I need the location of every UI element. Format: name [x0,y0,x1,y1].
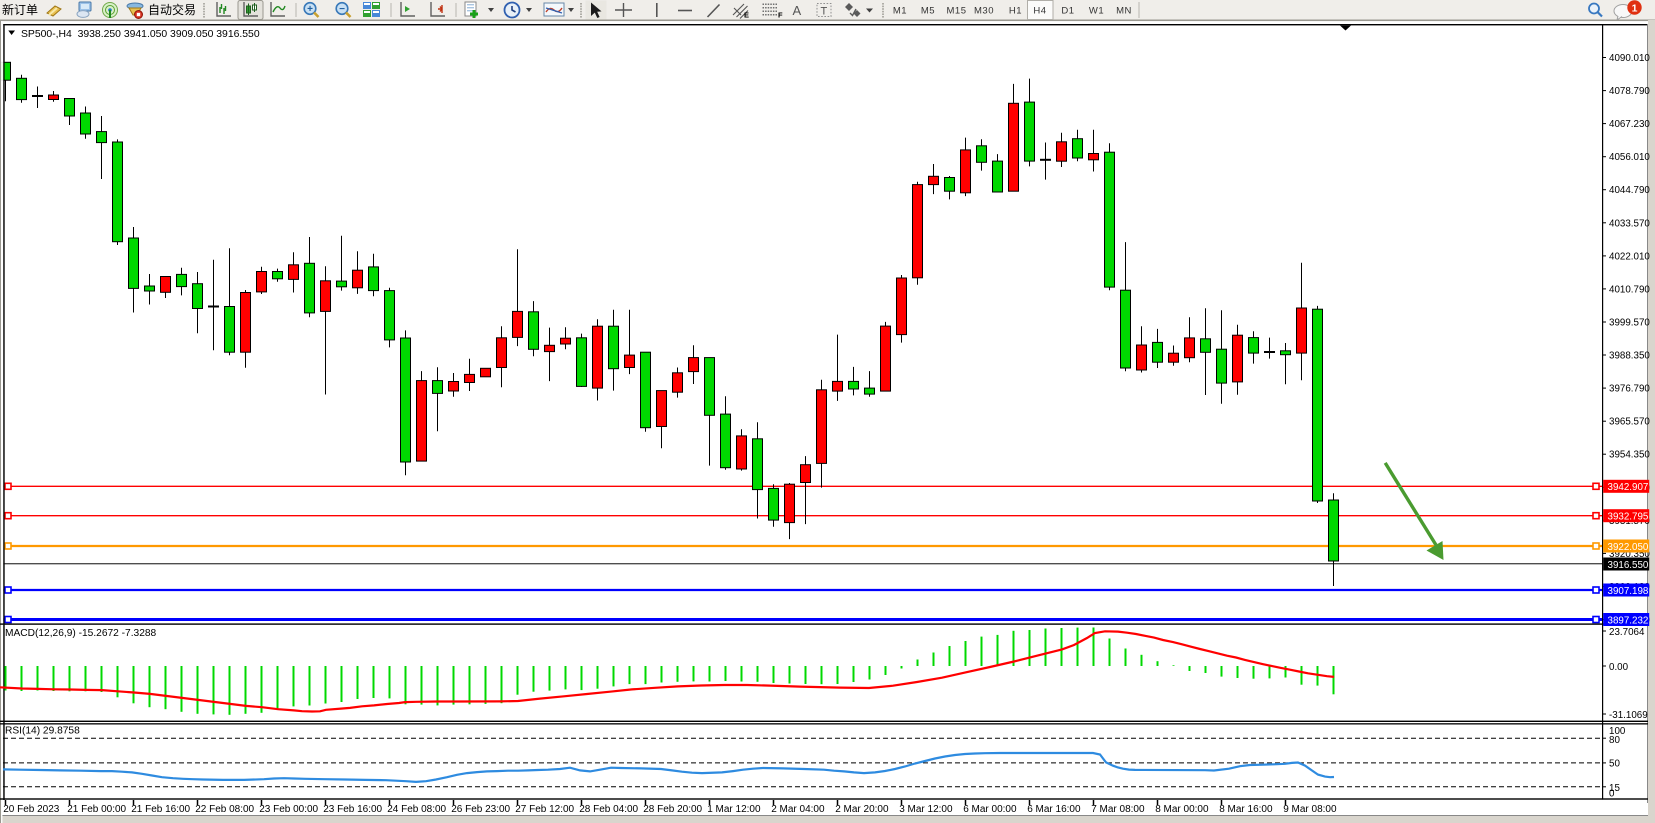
svg-text:3907.198: 3907.198 [1608,586,1649,597]
svg-text:28 Feb 20:00: 28 Feb 20:00 [643,804,702,815]
svg-text:3965.570: 3965.570 [1609,417,1650,428]
svg-text:3920.350: 3920.350 [1609,549,1650,560]
svg-text:MACD(12,26,9) -15.2672 -7.3288: MACD(12,26,9) -15.2672 -7.3288 [5,628,157,639]
svg-text:21 Feb 16:00: 21 Feb 16:00 [131,804,190,815]
svg-text:27 Feb 12:00: 27 Feb 12:00 [515,804,574,815]
svg-text:100: 100 [1609,726,1626,737]
svg-text:+: + [307,4,313,15]
svg-text:8 Mar 16:00: 8 Mar 16:00 [1219,804,1273,815]
svg-text:3897.232: 3897.232 [1608,615,1649,626]
svg-text:D1: D1 [1061,6,1074,17]
svg-text:H4: H4 [1033,6,1046,17]
svg-text:0.00: 0.00 [1609,662,1629,673]
svg-text:23 Feb 16:00: 23 Feb 16:00 [323,804,382,815]
svg-text:M5: M5 [921,6,935,17]
svg-text:新订单: 新订单 [2,2,38,17]
svg-text:3916.550: 3916.550 [1608,560,1649,571]
svg-text:1: 1 [1632,3,1638,15]
svg-text:20 Feb 2023: 20 Feb 2023 [3,804,60,815]
svg-text:−: − [339,4,345,15]
svg-text:4010.790: 4010.790 [1609,284,1650,295]
svg-text:9 Mar 08:00: 9 Mar 08:00 [1283,804,1337,815]
svg-text:自动交易: 自动交易 [148,2,196,17]
svg-text:0: 0 [1609,789,1615,800]
svg-text:4090.010: 4090.010 [1609,53,1650,64]
svg-text:3922.050: 3922.050 [1608,542,1649,553]
svg-text:3 Mar 12:00: 3 Mar 12:00 [899,804,953,815]
svg-text:3999.570: 3999.570 [1609,318,1650,329]
svg-text:SP500-,H4 3938.250 3941.050 3: SP500-,H4 3938.250 3941.050 3909.050 391… [21,29,260,40]
svg-text:3988.350: 3988.350 [1609,351,1650,362]
svg-text:26 Feb 23:00: 26 Feb 23:00 [451,804,510,815]
svg-text:28 Feb 04:00: 28 Feb 04:00 [579,804,638,815]
svg-text:2 Mar 20:00: 2 Mar 20:00 [835,804,889,815]
svg-text:15: 15 [1609,783,1620,794]
svg-text:F: F [778,11,783,20]
svg-text:24 Feb 08:00: 24 Feb 08:00 [387,804,446,815]
svg-text:T: T [821,6,828,18]
svg-text:4056.010: 4056.010 [1609,152,1650,163]
svg-text:M1: M1 [893,6,907,17]
svg-text:A: A [793,3,802,18]
svg-text:M30: M30 [974,6,994,17]
svg-text:50: 50 [1609,759,1620,770]
svg-text:4033.570: 4033.570 [1609,218,1650,229]
svg-text:22 Feb 08:00: 22 Feb 08:00 [195,804,254,815]
svg-text:6 Mar 16:00: 6 Mar 16:00 [1027,804,1081,815]
svg-text:4067.230: 4067.230 [1609,119,1650,130]
svg-text:3942.907: 3942.907 [1608,482,1649,493]
svg-text:H1: H1 [1009,6,1022,17]
svg-text:E: E [744,11,749,20]
svg-text:23 Feb 00:00: 23 Feb 00:00 [259,804,318,815]
svg-text:4078.790: 4078.790 [1609,86,1650,97]
svg-text:-31.1069: -31.1069 [1609,710,1648,721]
svg-text:8 Mar 00:00: 8 Mar 00:00 [1155,804,1209,815]
svg-text:80: 80 [1609,735,1620,746]
svg-text:21 Feb 00:00: 21 Feb 00:00 [67,804,126,815]
svg-text:2 Mar 04:00: 2 Mar 04:00 [771,804,825,815]
svg-text:4044.790: 4044.790 [1609,185,1650,196]
svg-text:W1: W1 [1089,6,1104,17]
svg-text:23.7064: 23.7064 [1609,627,1645,638]
svg-text:4022.010: 4022.010 [1609,251,1650,262]
svg-text:M15: M15 [947,6,967,17]
svg-text:1 Mar 12:00: 1 Mar 12:00 [707,804,761,815]
svg-text:3932.795: 3932.795 [1608,512,1649,523]
svg-text:3976.790: 3976.790 [1609,384,1650,395]
svg-text:7 Mar 08:00: 7 Mar 08:00 [1091,804,1145,815]
svg-text:3954.350: 3954.350 [1609,450,1650,461]
svg-text:MN: MN [1116,6,1132,17]
svg-text:RSI(14) 29.8758: RSI(14) 29.8758 [5,726,80,737]
svg-text:6 Mar 00:00: 6 Mar 00:00 [963,804,1017,815]
